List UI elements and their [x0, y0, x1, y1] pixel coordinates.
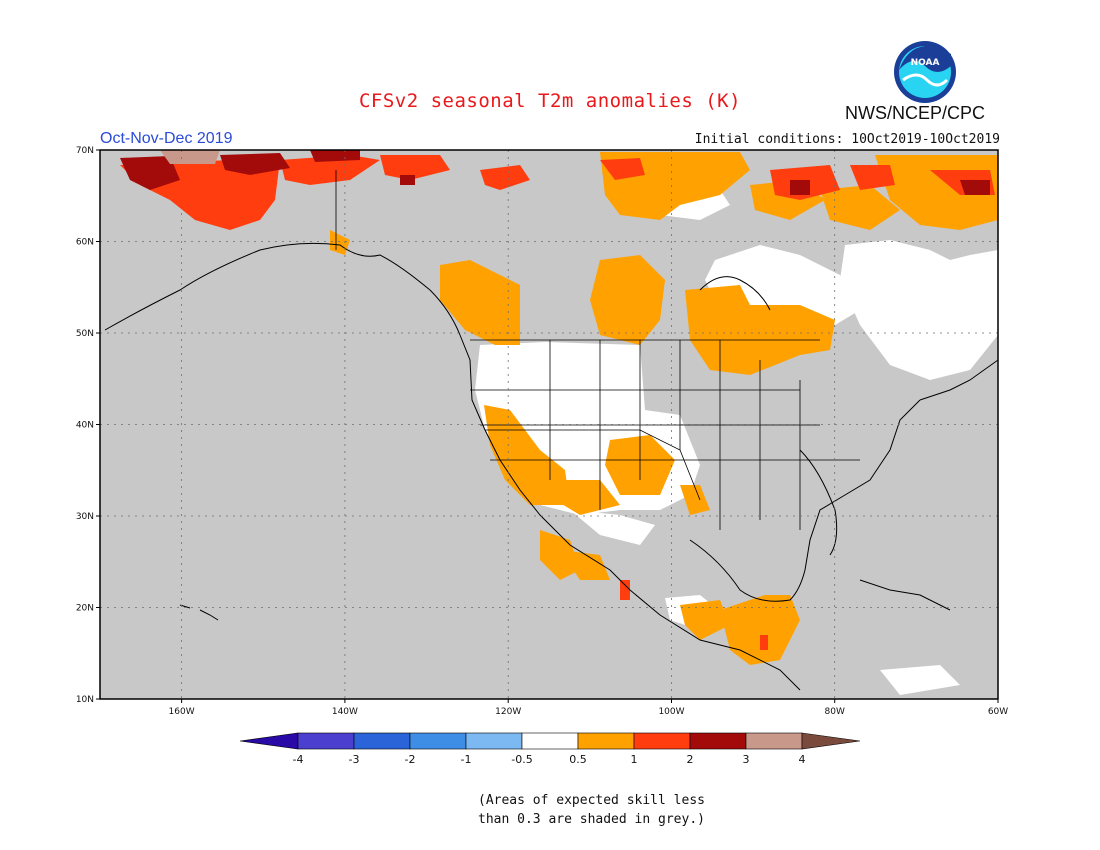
colorbar-swatch-4 [465, 732, 523, 750]
colorbar-tick-6: 1 [631, 753, 638, 766]
lon-label-140w: 140W [332, 707, 358, 717]
colorbar-tick-5: 0.5 [569, 753, 587, 766]
lon-label-160w: 160W [169, 707, 195, 717]
colorbar-swatch-5 [521, 732, 579, 750]
colorbar-tick-8: 3 [743, 753, 750, 766]
footnote-line-1: (Areas of expected skill less [478, 793, 705, 808]
lat-label-60n: 60N [76, 238, 94, 248]
colorbar-tick-1: -3 [349, 753, 360, 766]
agency-label: NWS/NCEP/CPC [845, 103, 986, 123]
colorbar-swatch-1 [297, 732, 355, 750]
colorbar: -4 -3 -2 -1 -0.5 0.5 1 2 3 4 [239, 732, 861, 766]
lon-label-100w: 100W [658, 707, 684, 717]
lat-label-30n: 30N [76, 512, 94, 522]
logo-text: NOAA [911, 58, 940, 68]
colorbar-tick-7: 2 [687, 753, 694, 766]
lat-label-10n: 10N [76, 695, 94, 705]
warm-anomaly-areas [330, 152, 998, 665]
colorbar-tick-0: -4 [293, 753, 304, 766]
state-borders [335, 170, 860, 530]
lat-label-70n: 70N [76, 146, 94, 156]
lat-lon-grid [100, 150, 998, 699]
colorbar-tick-9: 4 [799, 753, 806, 766]
period-label: Oct-Nov-Dec 2019 [100, 130, 233, 147]
colorbar-swatch-8 [689, 732, 747, 750]
footnote-line-2: than 0.3 are shaded in grey.) [478, 812, 705, 827]
colorbar-tick-2: -2 [405, 753, 416, 766]
noaa-logo: NOAA [894, 41, 956, 103]
lon-label-120w: 120W [495, 707, 521, 717]
colorbar-tick-3: -1 [461, 753, 472, 766]
colorbar-tick-4: -0.5 [511, 753, 532, 766]
lat-label-40n: 40N [76, 421, 94, 431]
initial-conditions-label: Initial conditions: 10Oct2019-10Oct2019 [694, 132, 1000, 147]
lon-label-80w: 80W [825, 707, 845, 717]
colorbar-swatch-0 [239, 732, 299, 750]
colorbar-swatch-6 [577, 732, 635, 750]
lon-axis: 160W 140W 120W 100W 80W 60W [169, 699, 1008, 717]
extreme-warm-anomaly-areas [160, 150, 220, 164]
anomaly-map: 70N 60N 50N 40N 30N 20N 10N 160W 140W 12… [76, 146, 1008, 717]
colorbar-swatch-3 [409, 732, 467, 750]
chart-title: CFSv2 seasonal T2m anomalies (K) [358, 90, 742, 112]
colorbar-swatch-9 [745, 732, 803, 750]
colorbar-swatch-7 [633, 732, 691, 750]
lat-axis: 70N 60N 50N 40N 30N 20N 10N [76, 146, 100, 705]
lon-label-60w: 60W [988, 707, 1008, 717]
lat-label-50n: 50N [76, 329, 94, 339]
colorbar-swatch-2 [353, 732, 411, 750]
very-strong-warm-anomaly-areas [120, 150, 990, 195]
colorbar-swatch-10 [801, 732, 861, 750]
lat-label-20n: 20N [76, 604, 94, 614]
coastlines [104, 242, 999, 691]
